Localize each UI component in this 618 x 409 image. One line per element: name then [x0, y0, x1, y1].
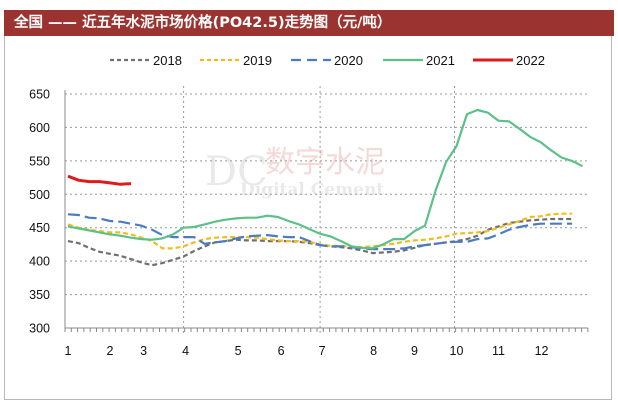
- watermark-en: Digital Cement: [240, 180, 384, 200]
- x-tick-label: 9: [411, 344, 418, 358]
- watermark-cn: 数字水泥: [265, 145, 385, 180]
- y-tick-label: 650: [29, 88, 50, 102]
- y-tick-label: 600: [29, 121, 50, 135]
- x-tick-label: 7: [319, 344, 326, 358]
- x-tick-label: 4: [182, 344, 189, 358]
- y-tick-label: 350: [29, 288, 50, 302]
- x-tick-label: 6: [278, 344, 285, 358]
- legend-label-2019: 2019: [243, 53, 272, 68]
- watermark-logo: DC: [205, 149, 268, 195]
- x-tick-label: 1: [65, 344, 72, 358]
- x-tick-label: 8: [370, 344, 377, 358]
- y-tick-label: 500: [29, 188, 50, 202]
- legend: 2018 2019 2020 2021 2022: [110, 53, 545, 68]
- y-tick-label: 300: [29, 322, 50, 336]
- legend-label-2022: 2022: [516, 53, 545, 68]
- y-tick-label: 450: [29, 221, 50, 235]
- series-line-2022: [67, 174, 132, 186]
- x-tick-label: 2: [107, 344, 114, 358]
- x-tick-label: 5: [235, 344, 242, 358]
- x-tick-label: 11: [492, 344, 505, 358]
- grid: [65, 86, 588, 333]
- legend-label-2018: 2018: [153, 53, 182, 68]
- legend-label-2021: 2021: [426, 53, 455, 68]
- x-tick-label: 3: [140, 344, 147, 358]
- y-tick-label: 400: [29, 255, 50, 269]
- chart-title: 全国 —— 近五年水泥市场价格(PO42.5)走势图（元/吨）: [4, 10, 614, 36]
- x-tick-label: 12: [535, 344, 549, 358]
- watermark: DC 数字水泥 Digital Cement: [205, 145, 385, 200]
- chart-frame: [4, 10, 612, 400]
- x-tick-label: 10: [450, 344, 464, 358]
- y-tick-label: 550: [29, 154, 50, 168]
- series-line-2021: [67, 108, 583, 250]
- series-group: [67, 108, 583, 267]
- legend-label-2020: 2020: [334, 53, 363, 68]
